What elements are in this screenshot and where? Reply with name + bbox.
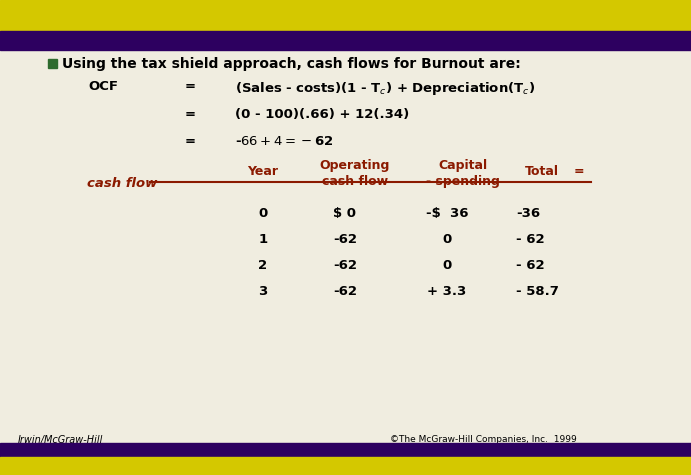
Text: (0 - 100)(.66) + 12(.34): (0 - 100)(.66) + 12(.34) xyxy=(235,108,409,121)
Text: (Sales - costs)(1 - T$_c$) + Depreciation(T$_c$): (Sales - costs)(1 - T$_c$) + Depreciatio… xyxy=(235,80,536,97)
Text: -$  36: -$ 36 xyxy=(426,207,468,220)
Bar xyxy=(48,59,57,68)
Text: Year: Year xyxy=(247,165,278,178)
Text: -62: -62 xyxy=(333,285,357,298)
Text: =: = xyxy=(185,80,196,93)
Text: 1: 1 xyxy=(258,233,267,246)
Text: 0: 0 xyxy=(258,207,267,220)
Text: cash flow: cash flow xyxy=(87,177,158,190)
Text: 3: 3 xyxy=(258,285,267,298)
Text: Using the tax shield approach, cash flows for Burnout are:: Using the tax shield approach, cash flow… xyxy=(62,57,521,71)
Text: Capital
- spending: Capital - spending xyxy=(426,159,500,188)
Text: Total: Total xyxy=(525,165,559,178)
Text: + 3.3: + 3.3 xyxy=(427,285,466,298)
Text: ©The McGraw-Hill Companies, Inc.  1999: ©The McGraw-Hill Companies, Inc. 1999 xyxy=(390,435,577,444)
Text: -62: -62 xyxy=(333,259,357,272)
Text: 0: 0 xyxy=(442,259,452,272)
Text: -62: -62 xyxy=(333,233,357,246)
Text: =: = xyxy=(185,135,196,148)
Text: OCF: OCF xyxy=(88,80,118,93)
Text: =: = xyxy=(574,165,585,178)
Text: Operating
cash flow: Operating cash flow xyxy=(320,159,390,188)
Text: $ 0: $ 0 xyxy=(334,207,357,220)
Text: - 62: - 62 xyxy=(516,259,545,272)
Text: -$66 + 4 = -$62: -$66 + 4 = -$62 xyxy=(235,135,334,148)
Text: =: = xyxy=(185,108,196,121)
Text: -36: -36 xyxy=(516,207,540,220)
Text: 2: 2 xyxy=(258,259,267,272)
Text: - 58.7: - 58.7 xyxy=(516,285,559,298)
Text: Irwin/McGraw-Hill: Irwin/McGraw-Hill xyxy=(18,435,104,445)
Text: T10.17  Example: Equivalent Annual Cost Analysis (continued): T10.17 Example: Equivalent Annual Cost A… xyxy=(18,30,388,43)
Text: - 62: - 62 xyxy=(516,233,545,246)
Text: 0: 0 xyxy=(442,233,452,246)
